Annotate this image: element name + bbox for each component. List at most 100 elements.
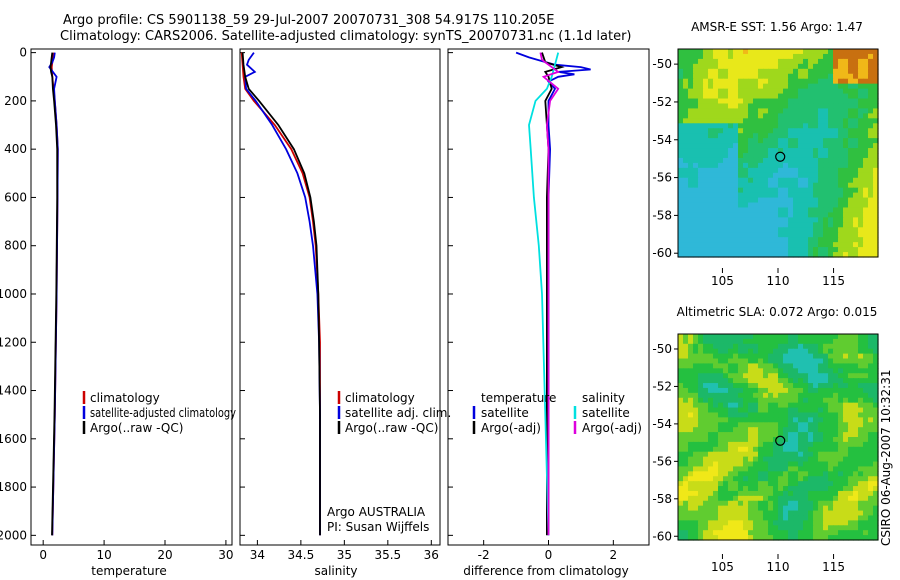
map-cell — [758, 103, 764, 110]
map-cell — [868, 128, 874, 134]
map-cell — [748, 252, 754, 258]
map-cell — [743, 387, 749, 394]
map-cell — [808, 192, 814, 199]
map-cell — [703, 476, 709, 482]
map-cell — [778, 217, 784, 223]
map-cell — [818, 515, 824, 521]
map-cell — [708, 358, 714, 365]
map-cell — [733, 510, 739, 517]
map-cell — [788, 402, 794, 409]
map-cell — [748, 490, 754, 497]
map-cell — [798, 437, 804, 443]
map-cell — [798, 471, 804, 477]
map-cell — [828, 363, 834, 369]
map-cell — [858, 207, 864, 214]
map-cell — [783, 182, 789, 189]
map-cell — [748, 348, 754, 355]
map-cell — [778, 466, 784, 472]
map-cell — [808, 486, 814, 492]
map-cell — [808, 172, 814, 179]
map-cell — [793, 153, 799, 159]
map-cell — [723, 437, 729, 443]
map-cell — [753, 397, 759, 404]
map-cell — [813, 334, 819, 340]
map-cell — [778, 446, 784, 453]
map-cell — [678, 232, 684, 238]
map-cell — [678, 128, 684, 134]
map-cell — [698, 348, 704, 355]
difference-ticks: -2 0 2 — [478, 540, 617, 562]
map-cell — [693, 153, 699, 159]
map-cell — [748, 103, 754, 110]
map-cell — [753, 182, 759, 189]
map-cell — [868, 217, 874, 223]
map-cell — [713, 138, 719, 144]
map-cell — [738, 242, 744, 248]
map-cell — [808, 227, 814, 233]
map-cell — [863, 441, 869, 448]
map-cell — [743, 93, 749, 100]
map-cell — [788, 247, 794, 253]
map-cell — [763, 49, 769, 55]
map-cell — [733, 490, 739, 497]
map-cell — [798, 525, 804, 531]
map-cell — [838, 212, 844, 218]
map-cell — [708, 157, 714, 164]
map-cell — [833, 103, 839, 110]
map-cell — [693, 368, 699, 374]
map-cell — [743, 88, 749, 95]
map-cell — [733, 343, 739, 350]
map-cell — [808, 202, 814, 209]
map-cell — [848, 68, 854, 75]
x-tick-label: 2 — [610, 548, 618, 562]
map-x-tick-label: 105 — [711, 560, 734, 574]
map-cell — [733, 407, 739, 414]
map-cell — [783, 471, 789, 477]
map-cell — [723, 212, 729, 218]
map-cell — [693, 217, 699, 223]
map-cell — [733, 207, 739, 214]
map-cell — [728, 427, 734, 433]
map-cell — [713, 495, 719, 502]
map-cell — [813, 157, 819, 164]
map-cell — [753, 476, 759, 482]
map-cell — [848, 402, 854, 409]
map-cell — [728, 476, 734, 482]
map-cell — [768, 402, 774, 409]
map-cell — [808, 217, 814, 223]
map-cell — [793, 197, 799, 204]
map-cell — [688, 353, 694, 360]
map-cell — [788, 530, 794, 536]
map-cell — [778, 535, 784, 541]
map-cell — [703, 242, 709, 248]
map-cell — [863, 392, 869, 399]
map-cell — [808, 167, 814, 174]
map-cell — [848, 197, 854, 204]
map-cell — [763, 495, 769, 502]
map-cell — [813, 247, 819, 253]
map-cell — [678, 222, 684, 228]
map-cell — [823, 486, 829, 492]
map-cell — [683, 133, 689, 139]
map-cell — [778, 242, 784, 248]
map-cell — [678, 525, 684, 531]
map-cell — [838, 83, 844, 90]
map-cell — [743, 162, 749, 169]
map-cell — [778, 98, 784, 105]
map-cell — [768, 456, 774, 463]
map-cell — [848, 466, 854, 472]
map-cell — [818, 358, 824, 365]
map-cell — [718, 358, 724, 365]
map-cell — [798, 143, 804, 149]
map-cell — [838, 451, 844, 458]
map-cell — [758, 348, 764, 355]
map-cell — [793, 177, 799, 184]
map-cell — [823, 432, 829, 438]
map-cell — [758, 358, 764, 365]
map-cell — [683, 227, 689, 233]
map-cell — [833, 153, 839, 159]
map-cell — [763, 93, 769, 100]
map-cell — [753, 197, 759, 204]
map-cell — [733, 187, 739, 194]
map-cell — [863, 348, 869, 355]
